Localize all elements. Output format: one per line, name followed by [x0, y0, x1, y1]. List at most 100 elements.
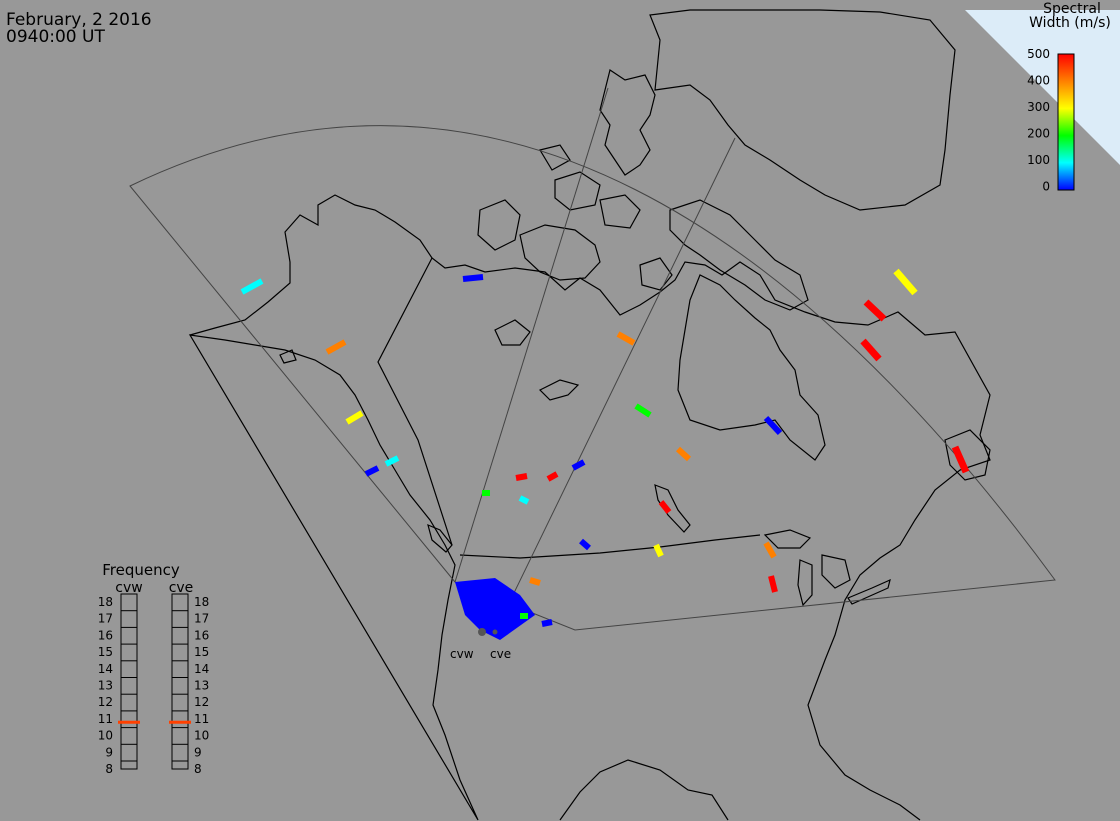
- frequency-title: Frequency: [102, 561, 180, 579]
- radar-label-cvw: cvw: [450, 647, 474, 661]
- scatter-echo: [325, 339, 347, 355]
- colorbar: Spectral Width (m/s): [1029, 1, 1111, 191]
- scatter-echo: [571, 459, 586, 471]
- frequency-scale-cvw: [120, 593, 138, 770]
- frequency-scale-label-left: 9: [105, 745, 113, 759]
- coastline-north-america: [188, 194, 991, 821]
- great-slave-lake: [538, 379, 580, 401]
- time-label: 0940:00 UT: [6, 27, 105, 47]
- scatter-echo: [763, 415, 783, 436]
- lake-winnipeg: [654, 484, 691, 533]
- victoria-island: [519, 224, 601, 281]
- frequency-scale-label-left: 8: [105, 762, 113, 776]
- arctic-island-1: [554, 171, 601, 211]
- southampton-island: [639, 257, 673, 291]
- frequency-scale-label-left: 17: [98, 612, 113, 626]
- scatter-echo: [763, 541, 777, 559]
- scatter-echo: [634, 403, 652, 418]
- frequency-scale-label-right: 10: [194, 729, 209, 743]
- scatter-echo: [951, 445, 970, 474]
- frequency-scale-label-right: 11: [194, 712, 209, 726]
- colorbar-gradient: [1057, 53, 1075, 191]
- radar-fov-beam-east: [494, 137, 736, 633]
- scatter-echo: [893, 268, 918, 296]
- frequency-panel: Frequency cvw cve 18 18 17 17 16 16 15 15 14 14 13…: [98, 561, 210, 776]
- colorbar-tick-label: 200: [1027, 127, 1050, 141]
- scatter-echoes: [240, 268, 970, 627]
- colorbar-tick-label: 400: [1027, 74, 1050, 88]
- radar-site-cve: [492, 629, 498, 635]
- greenland: [649, 9, 956, 211]
- frequency-scale-label-right: 16: [194, 628, 209, 642]
- alaska-island: [279, 349, 297, 364]
- scatter-echo: [579, 538, 591, 551]
- lake-superior: [763, 529, 812, 549]
- colorbar-tick-label: 500: [1027, 47, 1050, 61]
- baffin-island: [669, 199, 809, 311]
- newfoundland: [944, 429, 991, 481]
- lake-michigan: [797, 559, 813, 607]
- frequency-scale-label-left: 16: [98, 628, 113, 642]
- frequency-scale-label-right: 15: [194, 645, 209, 659]
- scatter-echo: [860, 338, 882, 362]
- scatter-echo: [768, 575, 778, 593]
- scatter-echo: [462, 274, 484, 282]
- frequency-scale-label-left: 14: [98, 662, 113, 676]
- frequency-scale-cve: [171, 593, 189, 770]
- scatter-echo: [529, 577, 541, 586]
- scatter-echo: [345, 410, 364, 425]
- scatter-echo: [658, 500, 672, 514]
- scatter-echo: [364, 465, 380, 477]
- scatter-echo: [518, 495, 530, 505]
- frequency-scale-label-right: 9: [194, 745, 202, 759]
- banks-island: [477, 199, 521, 251]
- frequency-scale-label-left: 10: [98, 729, 113, 743]
- lake-huron: [821, 554, 851, 589]
- hudson-bay: [677, 274, 826, 461]
- arctic-island-3: [539, 144, 571, 171]
- frequency-scale-label-left: 18: [98, 595, 113, 609]
- us-canada-border: [459, 534, 761, 559]
- near-range-blob: [455, 578, 535, 640]
- colorbar-tick-label: 300: [1027, 100, 1050, 114]
- arctic-island-2: [599, 194, 641, 229]
- frequency-right-label: cve: [169, 580, 194, 596]
- lake-erie-ontario: [847, 578, 891, 605]
- great-bear-lake: [494, 319, 531, 346]
- scatter-echo: [675, 446, 692, 462]
- scatter-echo: [863, 299, 887, 322]
- radar-label-cve: cve: [490, 647, 511, 661]
- frequency-scale-label-left: 13: [98, 679, 113, 693]
- radar-site-cvw: [478, 628, 486, 636]
- frequency-left-label: cvw: [115, 580, 142, 596]
- scatter-echo: [653, 543, 664, 558]
- scatter-echo: [616, 331, 636, 346]
- frequency-scale-label-left: 15: [98, 645, 113, 659]
- scatter-echo: [546, 471, 559, 482]
- scatter-echo: [503, 600, 517, 611]
- vancouver-island: [427, 523, 453, 553]
- frequency-scale-label-right: 12: [194, 695, 209, 709]
- colorbar-title-line2: Width (m/s): [1029, 15, 1111, 31]
- colorbar-tick-label: 100: [1027, 153, 1050, 167]
- colorbar-tick-label: 0: [1042, 180, 1050, 194]
- scatter-echo: [541, 619, 553, 627]
- scatter-echo: [240, 278, 264, 295]
- frequency-scale-label-right: 17: [194, 612, 209, 626]
- daylight-region: [965, 10, 1120, 165]
- scatter-echo: [515, 473, 528, 481]
- ellesmere-island: [599, 69, 656, 176]
- frequency-scale-label-right: 14: [194, 662, 209, 676]
- radar-fov-beam-west: [454, 87, 609, 583]
- colorbar-title-line1: Spectral: [1043, 1, 1101, 17]
- alaska-canada-border: [377, 257, 453, 546]
- frequency-scale-label-right: 13: [194, 679, 209, 693]
- frequency-scale-label-right: 8: [194, 762, 202, 776]
- scatter-echo: [384, 455, 400, 467]
- frequency-scale-label-right: 18: [194, 595, 209, 609]
- frequency-scale-label-left: 11: [98, 712, 113, 726]
- frequency-scale-label-left: 12: [98, 695, 113, 709]
